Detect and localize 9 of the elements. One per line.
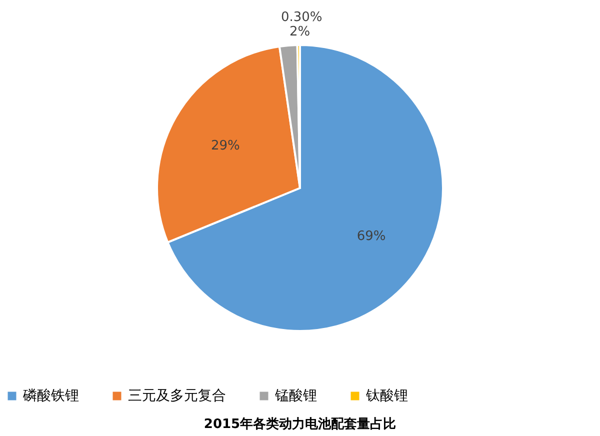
legend-label: 三元及多元复合 [128,388,226,404]
data-label: 69% [356,228,386,244]
data-label: 29% [211,138,240,154]
data-label: 2% [290,24,310,40]
legend-label: 磷酸铁锂 [22,388,79,404]
legend-label: 钛酸锂 [365,388,408,404]
legend-label: 锰酸锂 [274,388,317,404]
data-label: 0.30% [280,10,322,26]
text: 2015年各类动力电池配套量占比 [204,417,396,432]
